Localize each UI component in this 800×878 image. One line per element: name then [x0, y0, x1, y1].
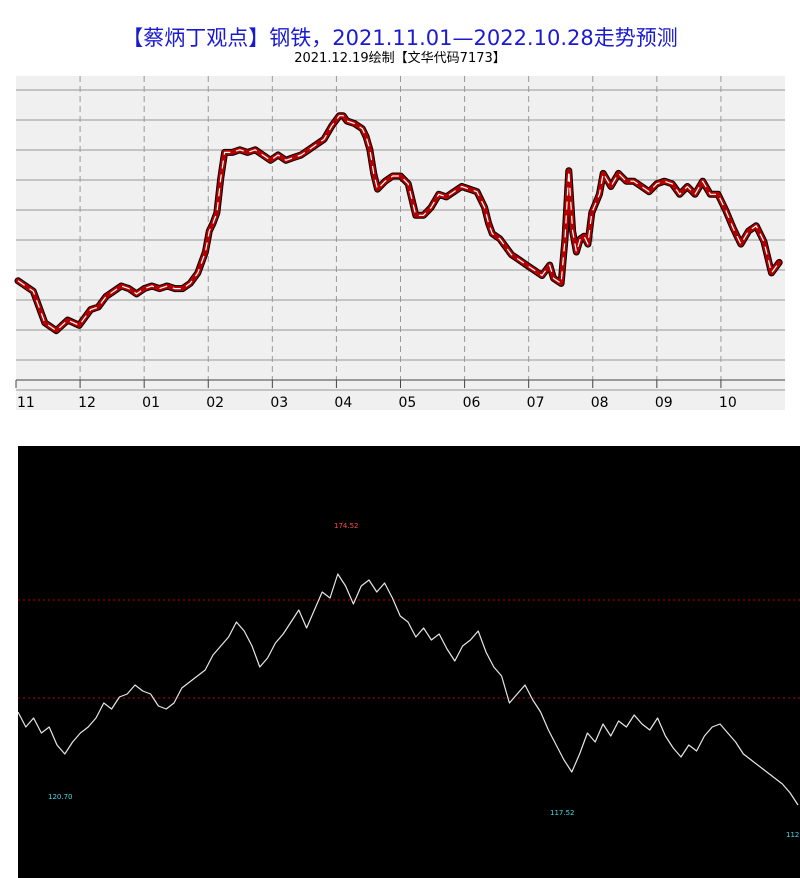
x-tick-label: 07 [527, 395, 545, 411]
x-tick-label: 02 [206, 395, 224, 411]
x-tick-label: 09 [655, 395, 673, 411]
price-chart-background [18, 446, 800, 878]
chart-subtitle: 2021.12.19绘制【文华代码7173】 [294, 51, 506, 66]
x-tick-label: 04 [334, 395, 352, 411]
x-tick-label: 01 [142, 395, 160, 411]
low-price-label: 117.52 [550, 809, 575, 817]
x-tick-label: 06 [463, 395, 481, 411]
x-tick-label: 12 [78, 395, 96, 411]
price-line [18, 573, 799, 806]
series-dash [17, 115, 780, 332]
forecast-chart: 11 12 01 02 03 04 05 06 07 08 09 10 [14, 76, 785, 411]
price-annotations: 174.52 120.70 117.52 112 [48, 522, 799, 839]
x-tick-label: 08 [591, 395, 609, 411]
x-tick-label: 05 [399, 395, 417, 411]
x-tick-label: 03 [270, 395, 288, 411]
x-tick-label: 11 [17, 395, 35, 411]
high-price-label: 174.52 [334, 522, 359, 530]
price-chart: 174.52 120.70 117.52 112 [18, 446, 800, 878]
x-tick-label: 10 [719, 395, 737, 411]
price-series-line [18, 573, 799, 806]
x-axis-ticks: 11 12 01 02 03 04 05 06 07 08 09 10 [15, 379, 785, 411]
last-price-label: 112 [786, 831, 799, 839]
chart-title: 【蔡炳丁观点】钢铁，2021.11.01—2022.10.28走势预测 [122, 26, 678, 50]
low-price-label: 120.70 [48, 793, 73, 801]
forecast-series-line [14, 112, 783, 335]
price-grid-lines [18, 599, 800, 699]
